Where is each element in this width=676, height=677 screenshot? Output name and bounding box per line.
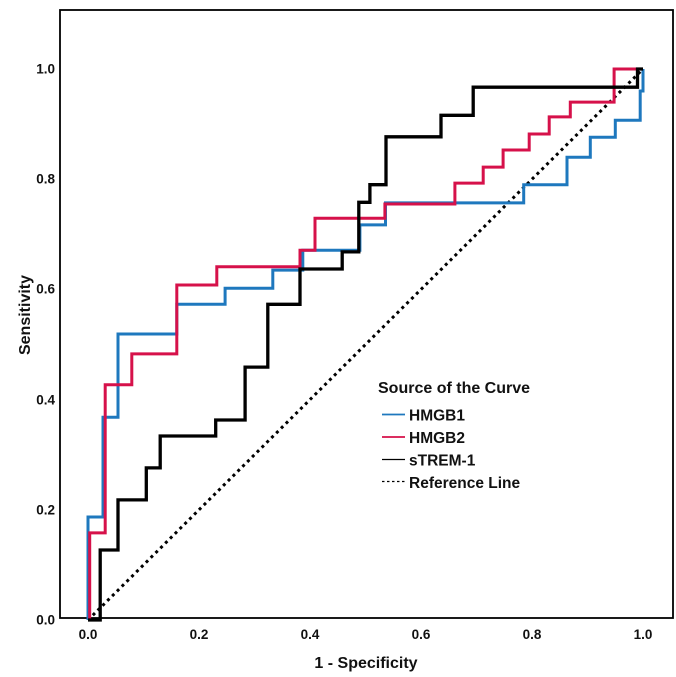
y-tick-0.0: 0.0 — [36, 613, 55, 628]
curves-group — [86, 67, 645, 622]
legend-item-strem1: sTREM-1 — [382, 453, 476, 470]
y-tick-0.8: 0.8 — [36, 172, 55, 187]
legend-label-strem1: sTREM-1 — [409, 453, 476, 470]
x-tick-0.8: 0.8 — [523, 627, 542, 642]
x-axis-title: 1 - Specificity — [314, 655, 417, 672]
legend-label-reference-line: Reference Line — [409, 475, 521, 492]
y-axis-tick-labels: 0.0 0.2 0.4 0.6 0.8 1.0 — [36, 62, 55, 628]
y-tick-0.6: 0.6 — [36, 282, 55, 297]
legend-title: Source of the Curve — [378, 380, 530, 397]
legend-item-hmgb1: HMGB1 — [382, 408, 465, 425]
y-tick-1.0: 1.0 — [36, 62, 55, 77]
y-axis-title: Sensitivity — [17, 275, 34, 355]
legend-item-hmgb2: HMGB2 — [382, 430, 465, 447]
x-tick-0.6: 0.6 — [412, 627, 431, 642]
x-axis-tick-labels: 0.0 0.2 0.4 0.6 0.8 1.0 — [79, 627, 653, 642]
curve-strem-1 — [88, 67, 643, 622]
x-tick-0.2: 0.2 — [190, 627, 209, 642]
x-tick-0.0: 0.0 — [79, 627, 98, 642]
legend-label-hmgb2: HMGB2 — [409, 430, 465, 447]
legend: Source of the Curve HMGB1 HMGB2 sTREM-1 … — [378, 380, 530, 492]
y-tick-0.4: 0.4 — [36, 393, 55, 408]
curve-hmgb2 — [88, 67, 643, 622]
plot-frame — [59, 9, 674, 619]
curve-reference-line — [86, 67, 645, 622]
x-tick-1.0: 1.0 — [634, 627, 653, 642]
legend-item-reference-line: Reference Line — [382, 475, 521, 492]
legend-label-hmgb1: HMGB1 — [409, 408, 465, 425]
y-tick-0.2: 0.2 — [36, 503, 55, 518]
x-tick-0.4: 0.4 — [301, 627, 320, 642]
